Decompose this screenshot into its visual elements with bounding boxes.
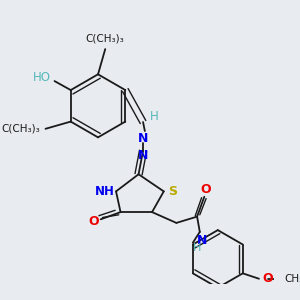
Text: H: H — [193, 243, 201, 253]
Text: O: O — [263, 272, 273, 285]
Text: C(CH₃)₃: C(CH₃)₃ — [2, 124, 40, 134]
Text: S: S — [168, 185, 177, 198]
Text: N: N — [138, 149, 148, 162]
Text: NH: NH — [94, 185, 114, 198]
Text: H: H — [149, 110, 158, 123]
Text: O: O — [88, 214, 99, 228]
Text: CH₃: CH₃ — [284, 274, 300, 284]
Text: O: O — [201, 183, 212, 196]
Text: N: N — [197, 234, 208, 248]
Text: N: N — [138, 132, 148, 145]
Text: HO: HO — [33, 71, 51, 84]
Text: C(CH₃)₃: C(CH₃)₃ — [86, 33, 124, 43]
